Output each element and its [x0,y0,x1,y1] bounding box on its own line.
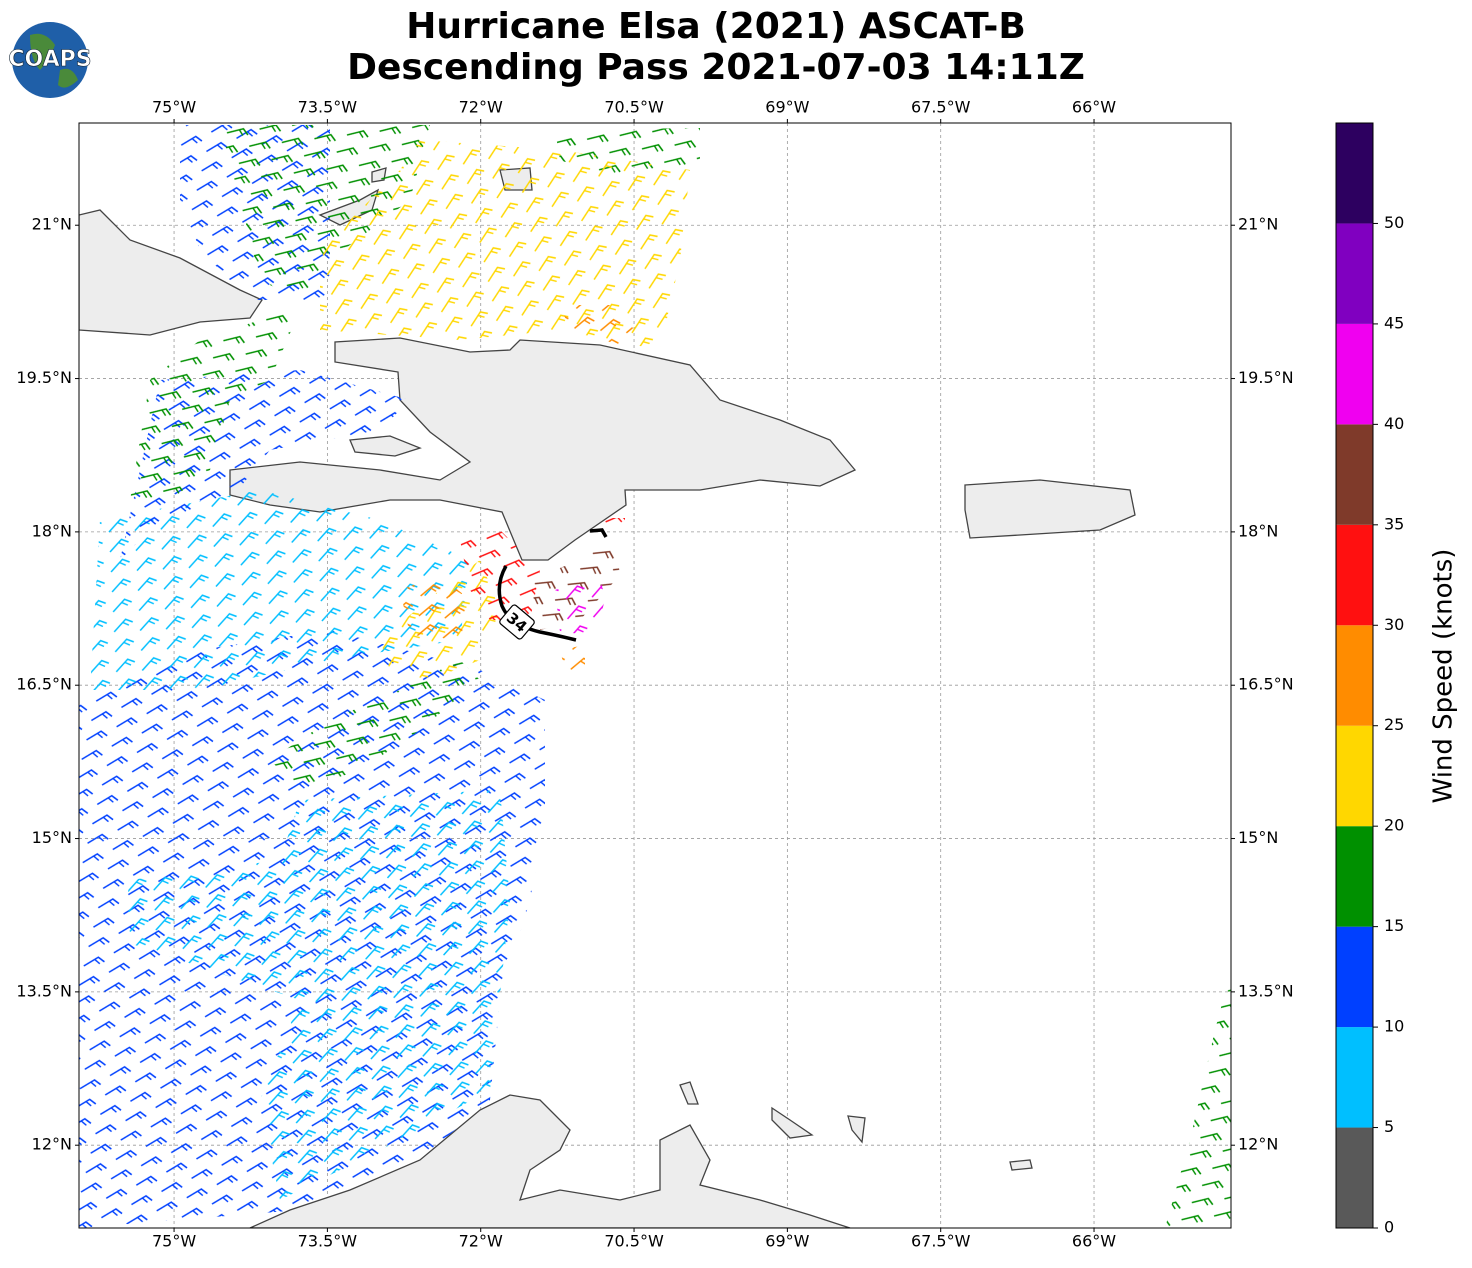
colorbar-band [1336,524,1373,626]
contour-34: 34 [497,528,608,642]
hispaniola [229,337,857,561]
y-tick-label: 19.5°N [1238,368,1294,387]
y-tick-label: 18°N [1238,521,1278,540]
colorbar-band [1336,826,1373,927]
contour-label-box [499,604,535,640]
y-tick-label: 13.5°N [16,981,72,1000]
x-tick-label: 70.5°W [604,1232,664,1251]
colorbar-tick-label: 30 [1384,615,1404,634]
colorbar-tick-label: 5 [1384,1117,1394,1136]
colorbar-tick-label: 45 [1384,313,1404,332]
logo: COAPS [8,22,92,98]
x-tick-label: 73.5°W [298,98,358,117]
puerto-rico [964,479,1136,539]
colorbar-band [1336,725,1373,827]
barb-swath [555,575,605,635]
y-tick-label: 16.5°N [1238,675,1294,694]
colorbar-tick-label: 50 [1384,213,1404,232]
x-tick-label: 70.5°W [604,98,664,117]
logo-text: COAPS [8,47,91,72]
colorbar-tick-label: 20 [1384,816,1404,835]
barb-swath [320,140,690,680]
colorbar-band [1336,1027,1373,1128]
y-tick-label: 19.5°N [16,368,72,387]
x-tick-label: 66°W [1072,1232,1116,1251]
south-america [249,1094,851,1228]
colorbar-tick-label: 35 [1384,514,1404,533]
barb-swath [90,490,510,1200]
x-tick-label: 72°W [459,1232,503,1251]
y-tick-label: 21°N [1238,215,1278,234]
colorbar-band [1336,223,1373,324]
islands [679,1081,1033,1171]
y-tick-label: 15°N [32,828,72,847]
plot-area: 34 [79,123,1231,1228]
y-tick-label: 21°N [32,215,72,234]
y-tick-label: 13.5°N [1238,981,1294,1000]
colorbar-band [1336,1127,1373,1228]
logo-land [30,33,78,88]
y-tick-label: 12°N [32,1135,72,1154]
wind-barbs [79,125,1231,1228]
colorbar-tick-label: 10 [1384,1017,1404,1036]
colorbar-frame [1335,122,1374,1229]
barb-swath [400,305,635,670]
x-tick-label: 67.5°W [911,1232,971,1251]
colorbar-tick-label: 40 [1384,414,1404,433]
y-tick-label: 15°N [1238,828,1278,847]
x-tick-label: 75°W [152,1232,196,1251]
x-tick-label: 67.5°W [911,98,971,117]
title-line: Descending Pass 2021-07-03 14:11Z [347,47,1085,88]
colorbar-tick-label: 15 [1384,916,1404,935]
y-tick-label: 16.5°N [16,675,72,694]
axis-ticks: 75°W 75°W 73.5°W 73.5°W 72°W 72°W 70.5°W 70.5°W… [16,98,1293,1251]
x-tick-label: 72°W [459,98,503,117]
x-tick-label: 73.5°W [298,1232,358,1251]
plot-frame [78,122,1232,1229]
gonave [349,435,422,457]
colorbar-band [1336,123,1373,224]
colorbar-tick-label: 0 [1384,1218,1394,1237]
x-tick-label: 66°W [1072,98,1116,117]
colorbar: 0 5 10 15 20 25 30 35 40 45 50 [1335,122,1404,1237]
x-tick-label: 69°W [765,1232,809,1251]
y-tick-label: 18°N [32,521,72,540]
colorbar-band [1336,926,1373,1028]
land [79,167,1136,1228]
x-tick-label: 69°W [765,98,809,117]
colorbar-tick-label: 25 [1384,715,1404,734]
colorbar-band [1336,323,1373,425]
title-line: Hurricane Elsa (2021) ASCAT-B [406,6,1026,47]
y-tick-label: 12°N [1238,1135,1278,1154]
contour-line [589,528,608,538]
colorbar-band [1336,625,1373,726]
x-tick-label: 75°W [152,98,196,117]
colorbar-band [1336,424,1373,525]
colorbar-label: Wind Speed (knots) [1429,549,1459,804]
